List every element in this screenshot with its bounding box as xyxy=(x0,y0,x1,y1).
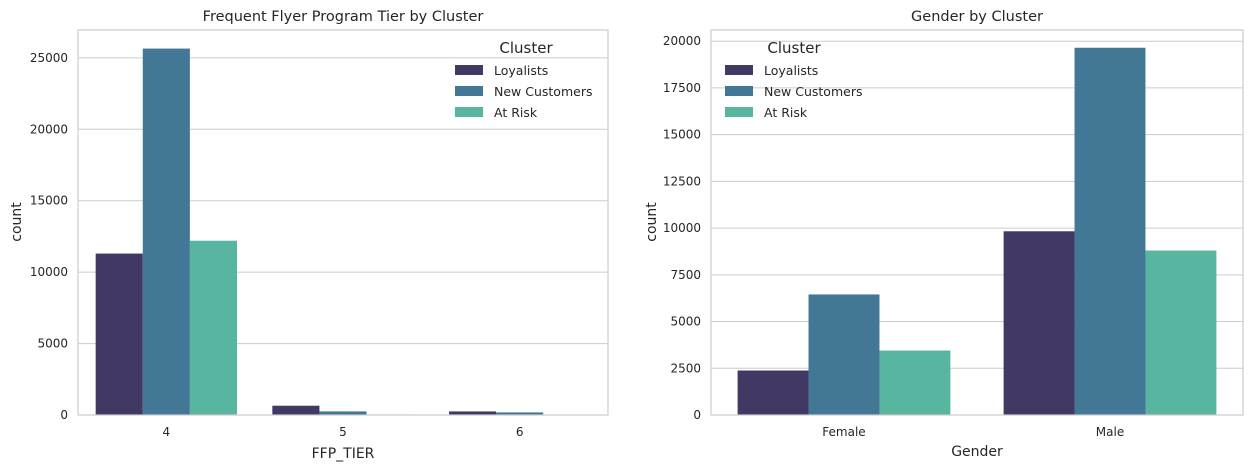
chart-title: Gender by Cluster xyxy=(911,9,1043,25)
y-tick-label: 5000 xyxy=(37,337,68,351)
y-tick-label: 17500 xyxy=(663,81,701,95)
legend-title: Cluster xyxy=(499,39,553,57)
bar xyxy=(879,350,951,415)
y-tick-label: 20000 xyxy=(30,122,68,136)
x-axis-label: Gender xyxy=(951,444,1003,460)
legend-item-label: New Customers xyxy=(494,84,592,99)
y-tick-label: 5000 xyxy=(670,315,701,329)
bar xyxy=(319,411,367,415)
x-tick-label: 5 xyxy=(339,425,347,439)
bar xyxy=(496,412,544,415)
y-tick-label: 15000 xyxy=(30,194,68,208)
chart-title: Frequent Flyer Program Tier by Cluster xyxy=(203,9,484,25)
x-axis-label: FFP_TIER xyxy=(312,446,375,462)
legend-item-label: New Customers xyxy=(764,84,862,99)
legend-swatch xyxy=(455,107,483,117)
bar xyxy=(95,253,143,415)
y-tick-label: 25000 xyxy=(30,51,68,65)
bar xyxy=(449,411,497,415)
legend-swatch xyxy=(725,65,753,75)
y-tick-label: 20000 xyxy=(663,34,701,48)
legend-item-label: Loyalists xyxy=(764,63,818,78)
y-axis-label: count xyxy=(644,202,660,242)
y-tick-label: 0 xyxy=(60,408,68,422)
bar xyxy=(272,405,320,415)
bar xyxy=(189,240,237,415)
legend-swatch xyxy=(455,86,483,96)
bar xyxy=(737,370,809,415)
legend-title: Cluster xyxy=(767,39,821,57)
y-axis-label: count xyxy=(9,202,25,242)
y-tick-label: 0 xyxy=(693,408,701,422)
bar xyxy=(142,48,190,415)
y-tick-label: 12500 xyxy=(663,174,701,188)
plot-area xyxy=(78,48,608,416)
bar xyxy=(1074,47,1146,416)
y-tick-label: 7500 xyxy=(670,268,701,282)
legend: Cluster Loyalists New Customers At Risk xyxy=(455,39,592,120)
bar xyxy=(1145,250,1217,415)
plot-frame xyxy=(710,29,1244,416)
x-tick-label: Male xyxy=(1096,425,1124,439)
legend-swatch xyxy=(725,86,753,96)
y-tick-label: 2500 xyxy=(670,361,701,375)
x-tick-label: 4 xyxy=(163,425,171,439)
legend-swatch xyxy=(725,107,753,117)
y-tick-label: 15000 xyxy=(663,128,701,142)
x-tick-label: Female xyxy=(822,425,865,439)
plot-frame xyxy=(77,29,609,416)
chart-ffp-tier-by-cluster: Frequent Flyer Program Tier by Cluster F… xyxy=(9,9,609,462)
chart-gender-by-cluster: Gender by Cluster Gender count 0 2500 5000… xyxy=(644,9,1244,460)
bar xyxy=(808,294,880,415)
legend-item-label: At Risk xyxy=(494,105,538,120)
y-tick-label: 10000 xyxy=(30,265,68,279)
y-tick-label: 10000 xyxy=(663,221,701,235)
legend-item-label: At Risk xyxy=(764,105,808,120)
legend-swatch xyxy=(455,65,483,75)
bar xyxy=(1003,231,1075,415)
legend: Cluster Loyalists New Customers At Risk xyxy=(725,39,862,120)
legend-item-label: Loyalists xyxy=(494,63,548,78)
x-tick-label: 6 xyxy=(516,425,524,439)
plot-area xyxy=(711,40,1243,416)
